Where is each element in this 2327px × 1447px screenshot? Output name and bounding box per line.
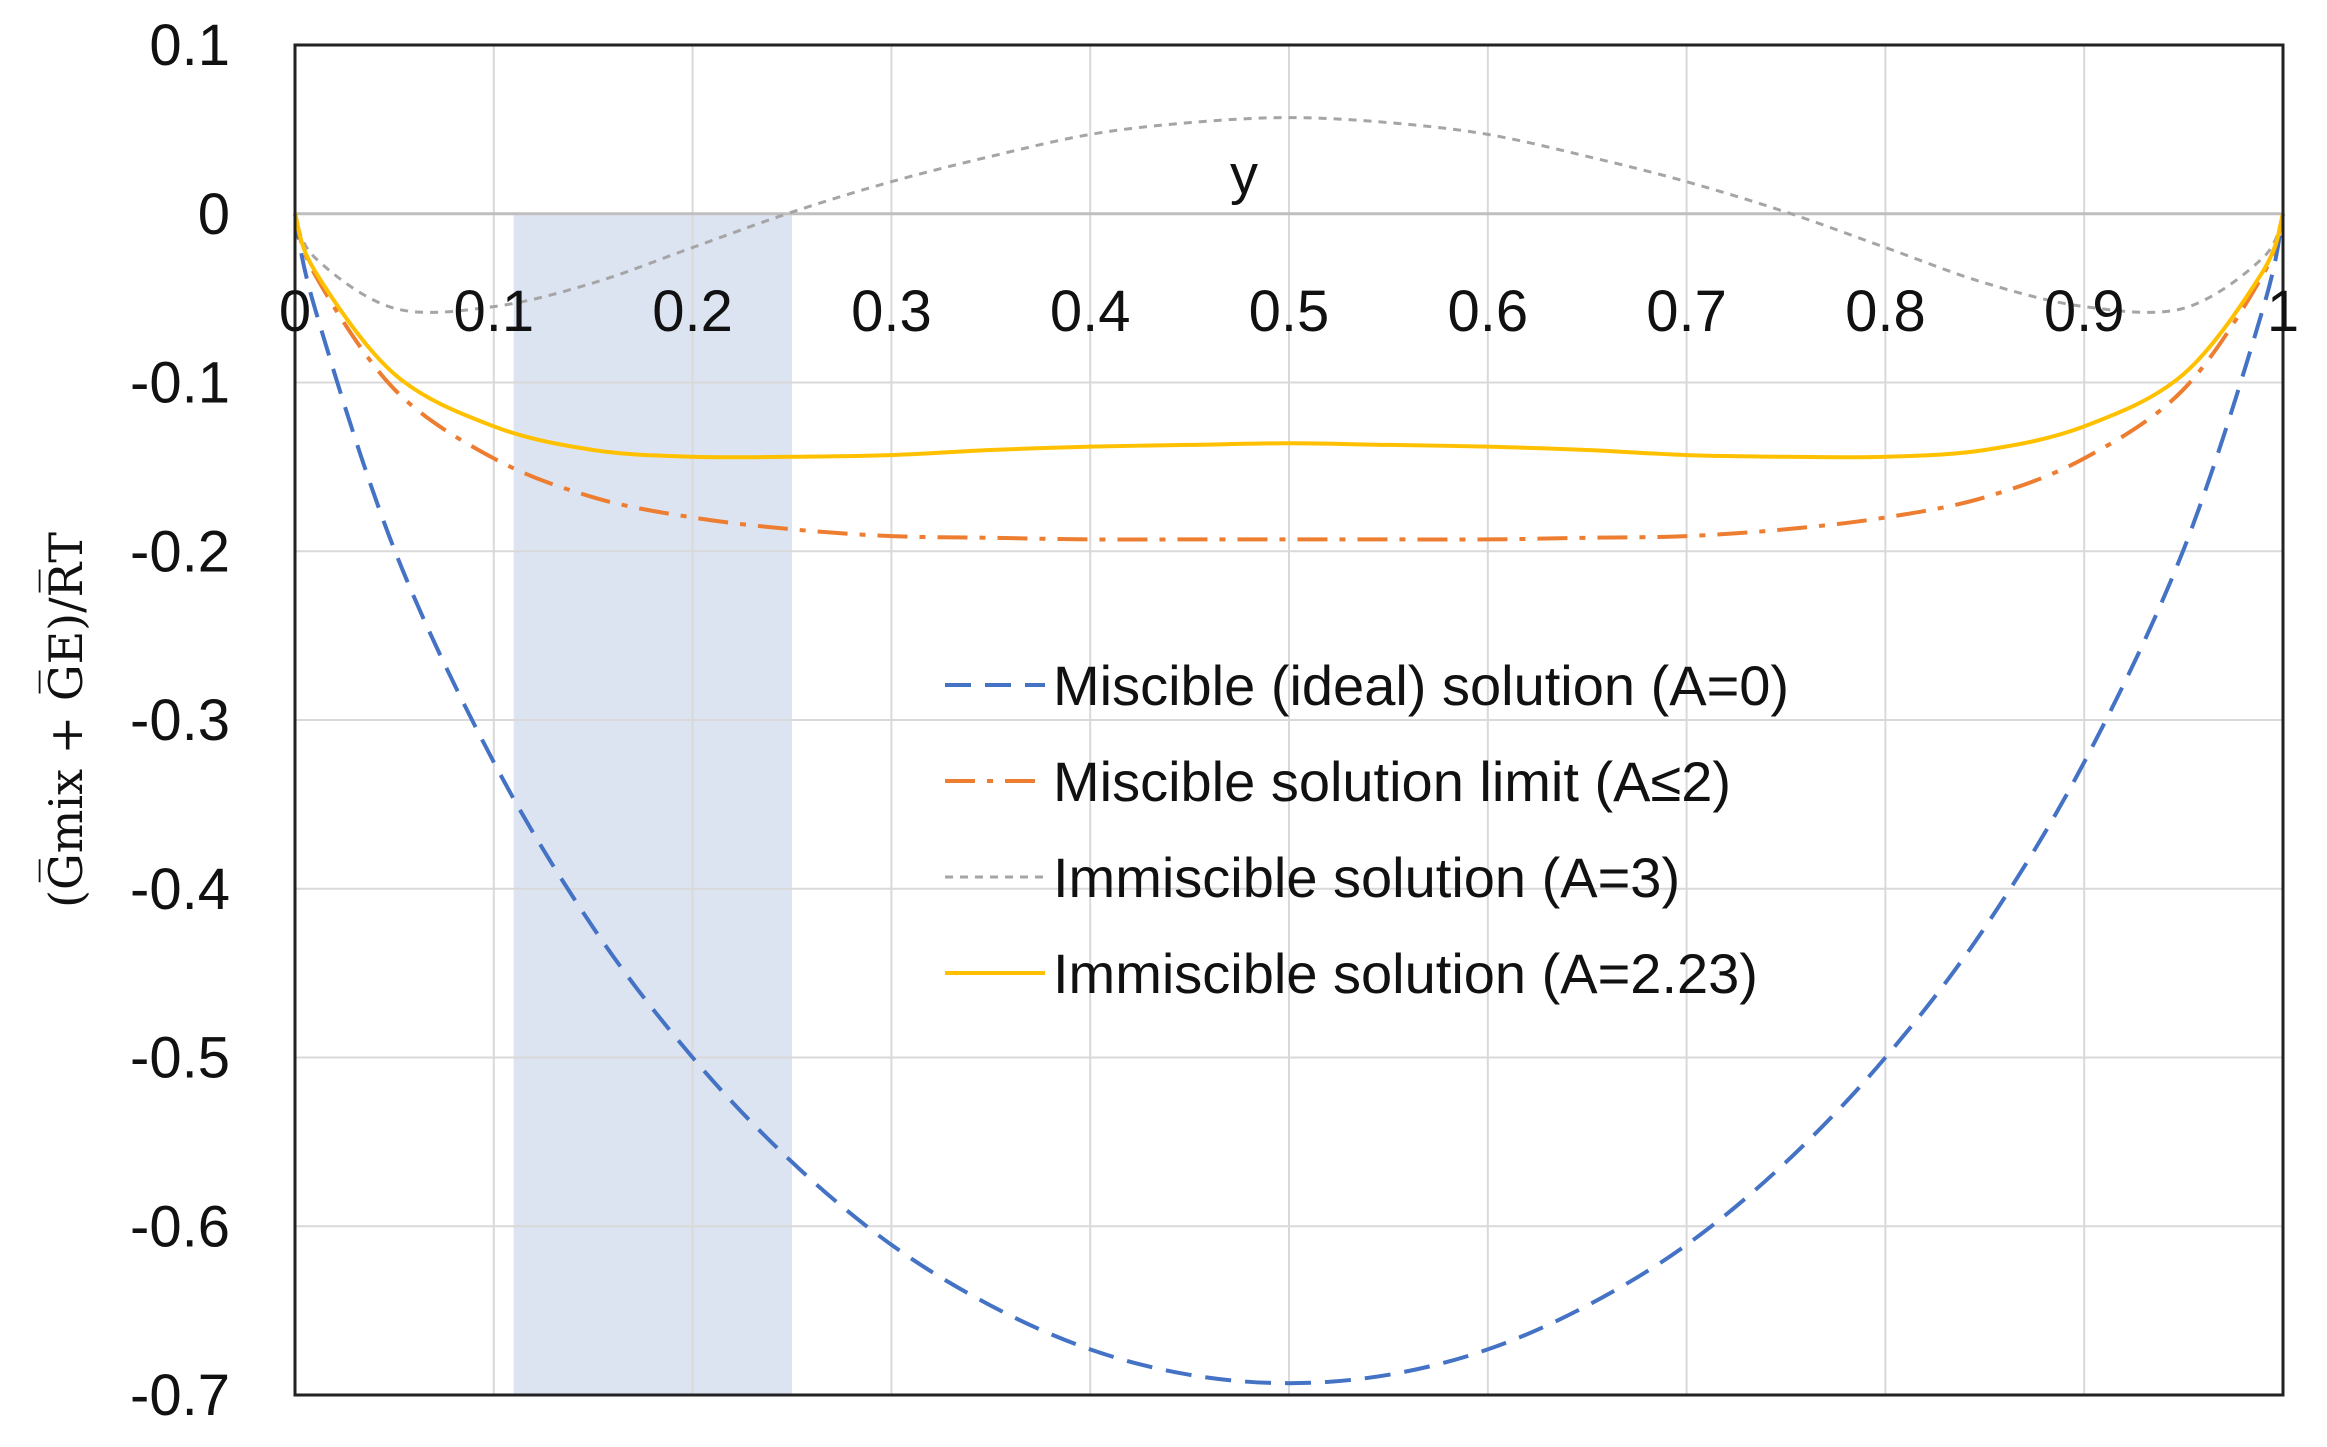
series-line-2 — [293, 213, 2285, 542]
y-tick-label: 0.1 — [149, 13, 230, 78]
legend-label-2: Miscible solution limit (A≤2) — [1053, 750, 1731, 813]
y-tick-label: -0.7 — [130, 1363, 230, 1428]
x-tick-label: 0.9 — [2044, 279, 2125, 344]
x-tick-label: 0.8 — [1845, 279, 1926, 344]
plot-frame — [293, 43, 2285, 1397]
series-line-4 — [293, 213, 2285, 460]
legend-label-3: Immiscible solution (A=3) — [1053, 846, 1680, 909]
x-tick-label: 0.2 — [652, 279, 733, 344]
x-tick-label: 0.4 — [1050, 279, 1131, 344]
legend-label-1: Miscible (ideal) solution (A=0) — [1053, 654, 1789, 717]
series-line-3 — [293, 116, 2285, 314]
series-line-1 — [293, 213, 2285, 1386]
y-axis-label: (G̅mix + G̅E)/R̅T — [38, 532, 93, 908]
x-tick-label: 0.6 — [1447, 279, 1528, 344]
x-axis-label: y — [1230, 143, 1258, 206]
x-tick-label: 1 — [2267, 279, 2299, 344]
x-tick-label: 0.5 — [1249, 279, 1330, 344]
y-tick-label: 0 — [198, 182, 230, 247]
x-tick-label: 0 — [279, 279, 311, 344]
y-tick-label: -0.4 — [130, 857, 230, 922]
y-tick-label: -0.6 — [130, 1194, 230, 1259]
x-tick-label: 0.1 — [453, 279, 534, 344]
y-tick-label: -0.3 — [130, 688, 230, 753]
y-tick-label: -0.1 — [130, 351, 230, 416]
shaded-region — [513, 213, 792, 1395]
legend: Miscible (ideal) solution (A=0) Miscible … — [945, 654, 1789, 1005]
x-tick-label: 0.3 — [851, 279, 932, 344]
y-tick-label: -0.2 — [130, 519, 230, 584]
legend-label-4: Immiscible solution (A=2.23) — [1053, 942, 1758, 1005]
x-tick-label: 0.7 — [1646, 279, 1727, 344]
y-tick-label: -0.5 — [130, 1026, 230, 1091]
